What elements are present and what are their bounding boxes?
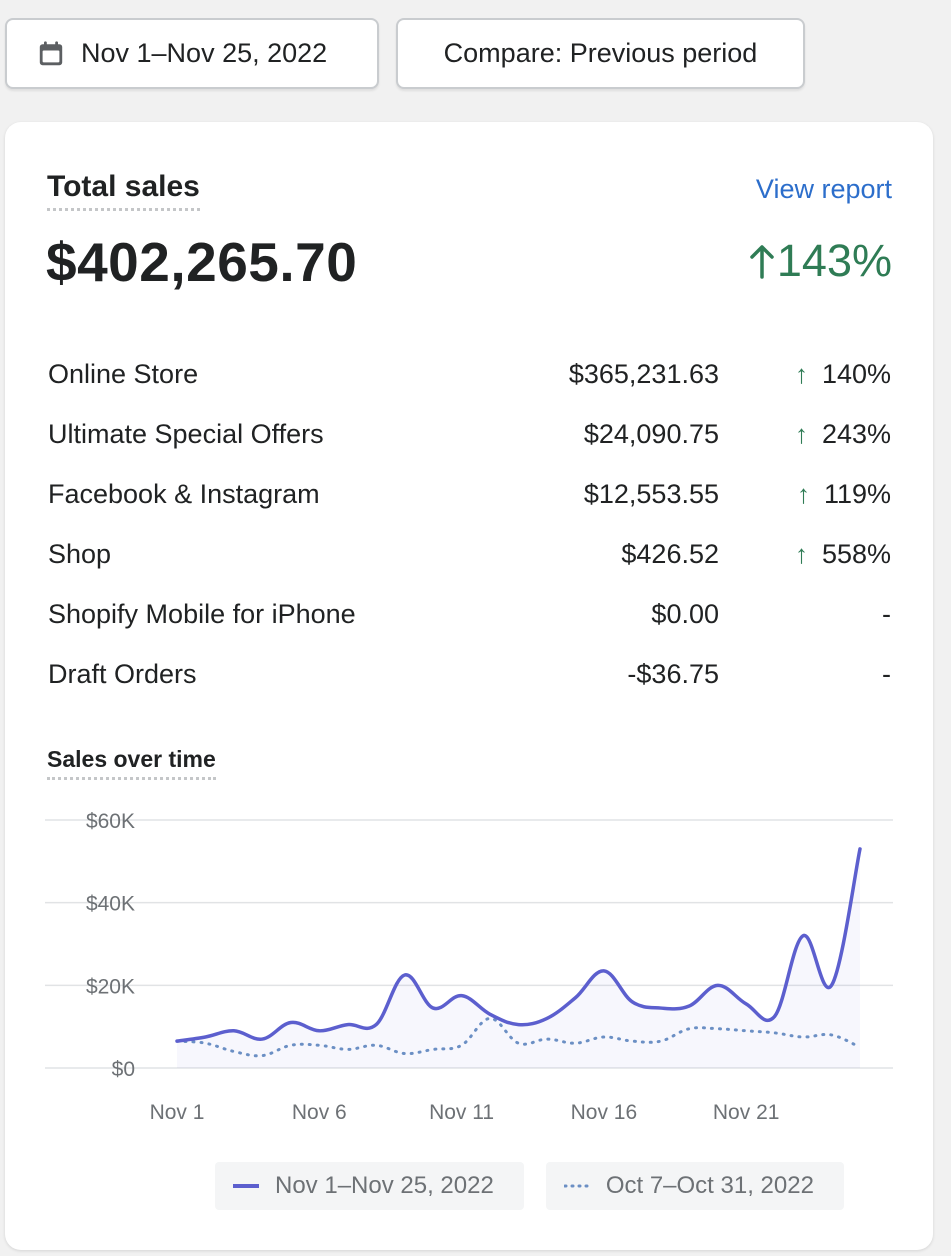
channel-change: ↑ 140% (719, 359, 891, 390)
compare-label: Compare: Previous period (443, 38, 758, 68)
channel-label: Online Store (48, 358, 199, 389)
sales-over-time-title[interactable]: Sales over time (47, 746, 216, 780)
view-report-link[interactable]: View report (755, 174, 892, 204)
x-tick-label: Nov 6 (292, 1101, 347, 1124)
total-sales-value: $402,265.70 (46, 231, 358, 293)
sales-over-time-chart: $0 $20K $40K $60K Nov 1 Nov 6 Nov 11 Nov 16 Nov … (45, 810, 893, 1124)
total-change: 143% (747, 235, 892, 287)
x-tick-label: Nov 21 (713, 1101, 780, 1124)
table-row: Shopify Mobile for iPhone $0.00 - (48, 584, 891, 644)
channel-change-value: 243% (821, 418, 891, 449)
channel-change-value: - (882, 658, 891, 689)
channel-change: - (719, 599, 891, 630)
current-series-area (177, 848, 860, 1068)
channel-label: Shopify Mobile for iPhone (48, 598, 356, 629)
channel-change: - (719, 659, 891, 690)
y-tick-label: $40K (86, 893, 135, 916)
channel-change-value: 140% (821, 358, 891, 389)
toolbar: Nov 1–Nov 25, 2022 Compare: Previous per… (5, 18, 805, 89)
channel-amount: -$36.75 (627, 658, 719, 689)
calendar-icon (39, 40, 63, 65)
channel-breakdown: Online Store $365,231.63 ↑ 140% Ultimate … (48, 344, 891, 704)
x-tick-label: Nov 11 (429, 1101, 494, 1124)
arrow-up-icon: ↑ (794, 358, 808, 389)
channel-label: Ultimate Special Offers (48, 418, 324, 449)
y-tick-label: $0 (112, 1058, 135, 1081)
channel-change-value: 119% (823, 478, 891, 509)
channel-amount: $12,553.55 (583, 478, 719, 509)
table-row: Shop $426.52 ↑ 558% (48, 524, 891, 584)
arrow-up-icon (750, 245, 774, 279)
x-tick-label: Nov 16 (571, 1101, 638, 1124)
current-series-line (175, 847, 862, 1043)
date-range-label: Nov 1–Nov 25, 2022 (81, 38, 328, 68)
channel-amount: $365,231.63 (568, 358, 719, 389)
channel-amount: $426.52 (621, 538, 719, 569)
legend-dotted-line-icon (563, 1184, 590, 1188)
channel-change-value: 558% (821, 538, 891, 569)
total-change-value: 143% (776, 235, 892, 286)
channel-amount: $24,090.75 (583, 418, 719, 449)
arrow-up-icon: ↑ (796, 478, 810, 509)
channel-label: Facebook & Instagram (48, 478, 320, 509)
channel-label: Shop (48, 538, 112, 569)
chart-legend: Nov 1–Nov 25, 2022 Oct 7–Oct 31, 2022 (215, 1162, 844, 1210)
channel-change: ↑ 119% (719, 479, 891, 510)
table-row: Online Store $365,231.63 ↑ 140% (48, 344, 891, 404)
card-title[interactable]: Total sales (47, 170, 200, 211)
table-row: Draft Orders -$36.75 - (48, 644, 891, 704)
channel-change: ↑ 243% (719, 419, 891, 450)
date-range-button[interactable]: Nov 1–Nov 25, 2022 (5, 18, 379, 89)
previous-series-line (175, 1016, 862, 1058)
y-tick-label: $20K (86, 975, 135, 998)
arrow-up-icon: ↑ (794, 418, 808, 449)
channel-label: Draft Orders (48, 658, 197, 689)
y-tick-label: $60K (86, 810, 135, 833)
channel-change: ↑ 558% (719, 539, 891, 570)
total-sales-card: Total sales View report $402,265.70 143%… (5, 122, 933, 1250)
arrow-up-icon: ↑ (794, 538, 808, 569)
table-row: Facebook & Instagram $12,553.55 ↑ 119% (48, 464, 891, 524)
channel-change-value: - (882, 598, 891, 629)
table-row: Ultimate Special Offers $24,090.75 ↑ 243% (48, 404, 891, 464)
channel-amount: $0.00 (651, 598, 719, 629)
legend-label: Nov 1–Nov 25, 2022 (275, 1172, 494, 1199)
legend-item-current[interactable]: Nov 1–Nov 25, 2022 (215, 1162, 524, 1210)
x-tick-label: Nov 1 (150, 1101, 205, 1124)
legend-item-previous[interactable]: Oct 7–Oct 31, 2022 (545, 1162, 844, 1210)
legend-label: Oct 7–Oct 31, 2022 (605, 1172, 814, 1199)
compare-button[interactable]: Compare: Previous period (396, 18, 805, 89)
legend-solid-line-icon (233, 1184, 259, 1188)
